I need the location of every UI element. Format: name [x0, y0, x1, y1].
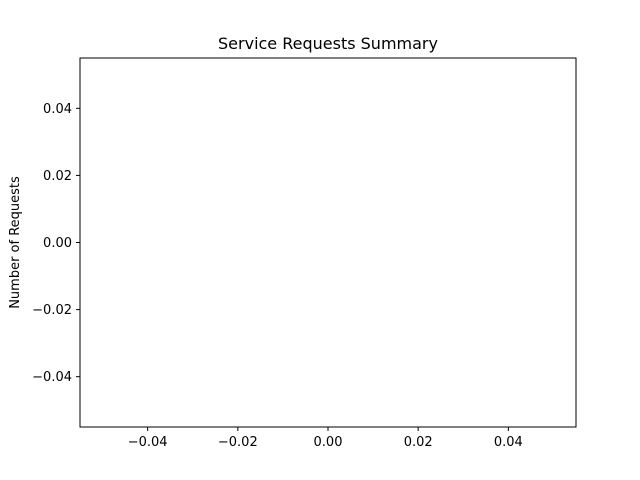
y-axis-label: Number of Requests [8, 176, 23, 309]
x-axis: −0.04 −0.02 0.00 0.02 0.04 [128, 427, 523, 450]
chart-title: Service Requests Summary [218, 34, 438, 53]
y-tick-label: 0.02 [43, 169, 72, 184]
x-tick-label: −0.04 [128, 435, 168, 450]
y-tick-label: −0.04 [32, 370, 72, 385]
plot-area: −0.04 −0.02 0.00 0.02 0.04 0.04 0.02 0.00 −0.02… [32, 57, 577, 450]
y-tick-label: −0.02 [32, 303, 72, 318]
x-tick-label: 0.00 [314, 435, 343, 450]
x-tick-label: −0.02 [218, 435, 258, 450]
y-tick-label: 0.00 [43, 236, 72, 251]
x-tick-label: 0.04 [494, 435, 523, 450]
y-tick-label: 0.04 [43, 102, 72, 117]
y-axis: 0.04 0.02 0.00 −0.02 −0.04 [32, 102, 80, 385]
x-tick-label: 0.02 [404, 435, 433, 450]
